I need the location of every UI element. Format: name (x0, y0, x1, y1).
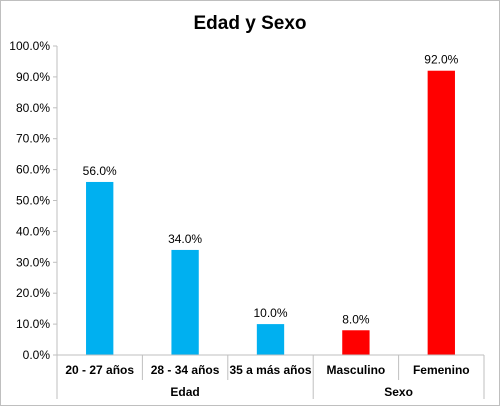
x-tick-label: 35 a más años (229, 363, 311, 377)
bars (86, 70, 455, 355)
category-labels: 20 - 27 años 28 - 34 años 35 a más años Mas… (65, 363, 469, 377)
group-label: Edad (170, 385, 199, 399)
y-tick-label: 40.0% (16, 224, 50, 238)
x-tick-label: 28 - 34 años (151, 363, 220, 377)
bar (342, 330, 370, 355)
y-tick-label: 100.0% (9, 39, 50, 53)
bar (256, 324, 285, 355)
bar (86, 181, 114, 355)
data-label: 8.0% (342, 312, 370, 326)
axes (53, 45, 485, 399)
y-tick-label: 80.0% (16, 101, 50, 115)
y-tick-label: 90.0% (16, 70, 50, 84)
data-label: 10.0% (253, 306, 287, 320)
data-label: 92.0% (424, 53, 458, 67)
x-tick-label: Femenino (413, 363, 470, 377)
group-labels: Edad Sexo (170, 385, 413, 399)
y-tick-label: 20.0% (16, 286, 50, 300)
data-label: 56.0% (83, 164, 117, 178)
y-tick-label: 50.0% (16, 194, 50, 208)
y-tick-label: 30.0% (16, 255, 50, 269)
y-axis-ticks: 0.0% 10.0% 20.0% 30.0% 40.0% 50.0% 60.0% 70.0% 8… (9, 39, 50, 362)
bar (427, 70, 455, 355)
y-tick-label: 0.0% (23, 348, 51, 362)
x-tick-label: 20 - 27 años (65, 363, 134, 377)
y-tick-label: 60.0% (16, 163, 50, 177)
y-tick-label: 10.0% (16, 317, 50, 331)
y-tick-label: 70.0% (16, 132, 50, 146)
x-tick-label: Masculino (327, 363, 386, 377)
bar (171, 249, 199, 355)
group-label: Sexo (384, 385, 413, 399)
chart-title: Edad y Sexo (194, 13, 307, 34)
data-label: 34.0% (168, 232, 202, 246)
data-labels: 56.0% 34.0% 10.0% 8.0% 92.0% (83, 53, 459, 327)
